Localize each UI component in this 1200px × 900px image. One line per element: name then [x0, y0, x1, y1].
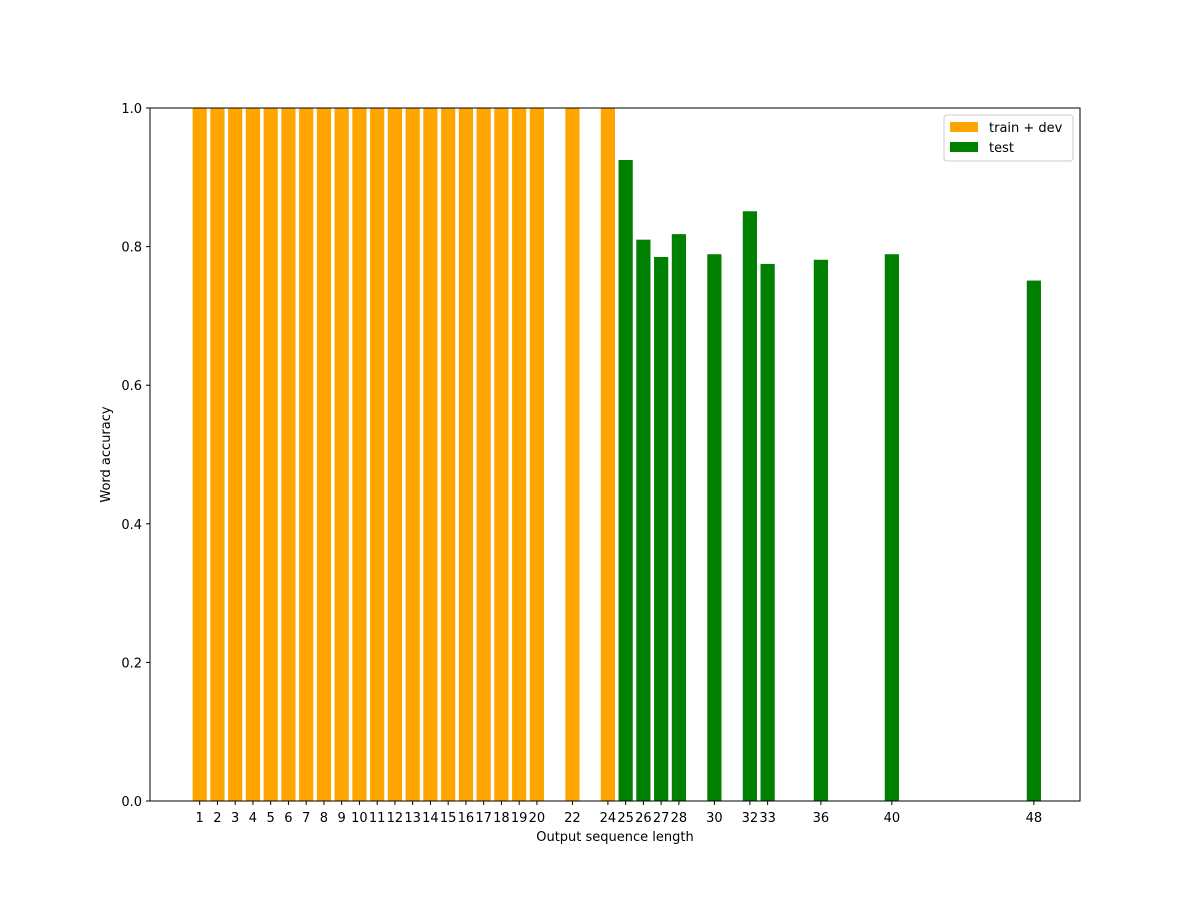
y-tick-label-2: 0.4	[121, 518, 142, 533]
bar-test-48	[1026, 280, 1041, 801]
x-tick-label-48: 48	[1026, 811, 1043, 826]
bar-train-dev-1	[192, 108, 207, 801]
x-tick-label-13: 13	[404, 811, 421, 826]
x-tick-label-22: 22	[564, 811, 581, 826]
y-tick-label-1: 0.2	[121, 656, 142, 671]
bar-train-dev-2	[210, 108, 225, 801]
legend-swatch-train-dev	[950, 122, 978, 132]
x-tick-label-5: 5	[267, 811, 275, 826]
legend: train + dev test	[943, 114, 1074, 162]
x-tick-label-17: 17	[475, 811, 492, 826]
y-tick-label-4: 0.8	[121, 241, 142, 256]
x-tick-label-15: 15	[440, 811, 457, 826]
bar-train-dev-3	[228, 108, 243, 801]
bar-test-32	[742, 211, 757, 801]
x-tick-label-16: 16	[458, 811, 475, 826]
bar-train-dev-7	[299, 108, 314, 801]
y-tick-label-5: 1.0	[121, 102, 142, 117]
x-tick-label-6: 6	[284, 811, 292, 826]
bar-train-dev-5	[263, 108, 278, 801]
bar-train-dev-20	[529, 108, 545, 801]
bar-train-dev-17	[476, 108, 491, 801]
bar-test-36	[813, 259, 828, 801]
x-tick-label-7: 7	[302, 811, 310, 826]
x-tick-label-12: 12	[387, 811, 404, 826]
x-tick-label-11: 11	[369, 811, 386, 826]
x-tick-label-18: 18	[493, 811, 510, 826]
x-ticks-layer: 1 2 3 4 5 6 7 8 9 10 11 12 13 14 15 16 17 18 19 20 22 24 25 26 2…	[196, 801, 1043, 826]
y-tick-label-3: 0.6	[121, 379, 142, 394]
x-tick-label-9: 9	[338, 811, 346, 826]
x-tick-label-30: 30	[706, 811, 723, 826]
x-tick-label-14: 14	[422, 811, 439, 826]
x-tick-label-28: 28	[671, 811, 688, 826]
bar-train-dev-13	[405, 108, 420, 801]
legend-label-test: test	[989, 141, 1014, 156]
bar-test-28	[671, 234, 686, 801]
bar-train-dev-6	[281, 108, 296, 801]
y-axis-label: Word accuracy	[99, 406, 114, 503]
x-tick-label-20: 20	[529, 811, 546, 826]
bar-train-dev-14	[423, 108, 438, 801]
x-tick-label-27: 27	[653, 811, 670, 826]
bar-test-30	[707, 254, 722, 802]
x-tick-label-26: 26	[635, 811, 652, 826]
x-tick-label-1: 1	[196, 811, 204, 826]
bar-train-dev-12	[387, 108, 403, 801]
x-tick-label-4: 4	[249, 811, 257, 826]
legend-swatch-test	[950, 142, 978, 152]
bars-layer	[192, 108, 1041, 802]
x-tick-label-8: 8	[320, 811, 328, 826]
bar-train-dev-15	[441, 108, 456, 801]
bar-train-dev-11	[370, 108, 385, 801]
bar-train-dev-9	[334, 108, 349, 801]
bar-test-27	[654, 257, 669, 801]
bar-train-dev-19	[512, 108, 527, 801]
bar-train-dev-4	[245, 108, 261, 801]
plot-frame	[149, 107, 1081, 802]
bar-test-25	[618, 159, 633, 802]
x-tick-label-33: 33	[759, 811, 776, 826]
x-tick-label-25: 25	[617, 811, 634, 826]
x-tick-label-36: 36	[813, 811, 830, 826]
bar-train-dev-8	[316, 108, 332, 801]
x-tick-label-32: 32	[742, 811, 759, 826]
bar-train-dev-24	[600, 108, 615, 801]
x-axis-label: Output sequence length	[536, 830, 694, 845]
bar-train-dev-22	[565, 108, 580, 801]
x-tick-label-24: 24	[600, 811, 617, 826]
bar-train-dev-18	[494, 108, 509, 801]
x-tick-label-3: 3	[231, 811, 239, 826]
x-tick-label-19: 19	[511, 811, 528, 826]
bar-test-40	[884, 254, 899, 802]
x-tick-label-10: 10	[351, 811, 368, 826]
y-ticks-layer: 0.0 0.2 0.4 0.6 0.8 1.0	[121, 102, 150, 810]
x-tick-label-2: 2	[213, 811, 221, 826]
bar-train-dev-10	[352, 108, 367, 801]
bar-test-33	[760, 263, 775, 801]
bar-test-26	[636, 239, 651, 802]
legend-label-train-dev: train + dev	[989, 121, 1063, 136]
x-tick-label-40: 40	[884, 811, 901, 826]
bar-train-dev-16	[458, 108, 474, 801]
y-tick-label-0: 0.0	[121, 795, 142, 810]
